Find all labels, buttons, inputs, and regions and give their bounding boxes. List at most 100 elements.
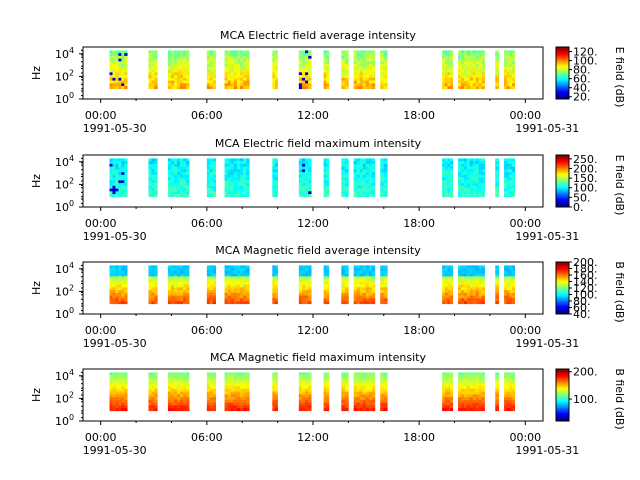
spectrogram-cell bbox=[472, 284, 477, 288]
spectrogram-cell bbox=[450, 408, 454, 412]
spectrogram-cell bbox=[365, 180, 370, 184]
spectrogram-cell bbox=[450, 161, 454, 165]
spectrogram-cell bbox=[444, 290, 448, 294]
spectrogram-cell bbox=[240, 383, 244, 387]
colorbar-band bbox=[556, 404, 569, 406]
colorbar-band bbox=[556, 264, 569, 267]
spectrogram-cell bbox=[442, 372, 446, 376]
spectrogram-cell bbox=[481, 372, 485, 376]
spectrogram-cell bbox=[274, 188, 278, 192]
data-segment bbox=[341, 158, 349, 198]
spectrogram-cell bbox=[186, 50, 190, 54]
spectrogram-cell bbox=[466, 194, 471, 198]
spectrogram-cell bbox=[148, 380, 152, 384]
spectrogram-cell bbox=[463, 55, 468, 59]
colorbar-band bbox=[556, 170, 569, 173]
spectrogram-cell bbox=[121, 391, 125, 395]
spectrogram-cell bbox=[466, 301, 471, 305]
data-segment bbox=[206, 158, 216, 198]
spectrogram-cell bbox=[461, 69, 465, 73]
spectrogram-cell bbox=[212, 158, 216, 162]
spectrogram-cell bbox=[227, 80, 232, 84]
spectrogram-cell bbox=[383, 169, 388, 173]
spectrogram-cell bbox=[481, 301, 485, 305]
spectrogram-cell bbox=[274, 377, 278, 381]
spectrogram-cell bbox=[461, 83, 465, 87]
spectrogram-cell bbox=[183, 180, 187, 184]
spectrogram-cell bbox=[323, 391, 327, 395]
colorbar-band bbox=[556, 50, 569, 53]
spectrogram-cell bbox=[230, 399, 235, 403]
spectrogram-cell bbox=[224, 292, 228, 296]
spectrogram-cell bbox=[170, 295, 175, 299]
spectrogram-cell bbox=[368, 276, 373, 280]
spectrogram-cell bbox=[298, 66, 303, 70]
spectrogram-cell bbox=[272, 290, 276, 294]
spectrogram-cell bbox=[356, 408, 361, 412]
spectrogram-cell bbox=[173, 298, 178, 302]
spectrogram-cell bbox=[236, 163, 241, 167]
spectrogram-cell bbox=[154, 166, 158, 170]
spectrogram-cell bbox=[504, 386, 508, 390]
spectrogram-cell bbox=[112, 391, 116, 395]
spectrogram-cell bbox=[509, 183, 513, 187]
spectrogram-cell bbox=[243, 298, 247, 302]
spectrogram-cell bbox=[506, 161, 510, 165]
spectrogram-cell bbox=[298, 383, 303, 387]
spectrogram-cell bbox=[447, 281, 451, 285]
colorbar: 100.200. B field (dB) bbox=[555, 366, 626, 430]
spectrogram-cell bbox=[243, 158, 247, 162]
spectrogram-cell bbox=[274, 191, 278, 195]
spectrogram-cell bbox=[323, 290, 327, 294]
spectrogram-cell bbox=[115, 383, 119, 387]
spectrogram-cell bbox=[233, 66, 238, 70]
spectrogram-cell bbox=[323, 388, 327, 392]
spectrogram-cell bbox=[371, 391, 376, 395]
spectrogram-cell bbox=[224, 268, 228, 272]
spectrogram-cell bbox=[151, 180, 155, 184]
spectrogram-cell bbox=[506, 58, 510, 62]
spectrogram-cell bbox=[243, 183, 247, 187]
spectrogram-cell bbox=[512, 77, 515, 81]
spectrogram-cell bbox=[206, 172, 211, 176]
spectrogram-cell bbox=[183, 64, 187, 68]
colorbar-band bbox=[556, 378, 569, 380]
spectrogram-cell bbox=[151, 290, 155, 294]
colorbar-band bbox=[556, 271, 569, 273]
spectrogram-cell bbox=[167, 58, 172, 62]
spectrogram-cell bbox=[326, 391, 330, 395]
spectrogram-cell bbox=[154, 380, 158, 384]
data-segment bbox=[380, 372, 388, 412]
spectrogram-cell bbox=[230, 386, 235, 390]
colorbar-band bbox=[556, 400, 569, 402]
spectrogram-cell bbox=[461, 72, 465, 76]
spectrogram-cell bbox=[240, 58, 244, 62]
spectrogram-cell bbox=[180, 394, 184, 398]
spectrogram-cell bbox=[356, 77, 361, 81]
spectrogram-cell bbox=[371, 386, 376, 390]
spectrogram-cell bbox=[472, 83, 477, 87]
spectrogram-cell bbox=[186, 372, 190, 376]
spectrogram-cell bbox=[112, 270, 116, 274]
spectrogram-cell bbox=[472, 86, 477, 90]
spectrogram-cell bbox=[356, 290, 361, 294]
spectrogram-cell bbox=[246, 402, 250, 406]
spectrogram-cell bbox=[243, 391, 247, 395]
spectrogram-cell bbox=[509, 72, 513, 76]
spectrogram-cell bbox=[472, 383, 477, 387]
spectrogram-cell bbox=[308, 58, 312, 62]
spectrogram-cell bbox=[326, 183, 330, 187]
spectrogram-cell bbox=[466, 375, 471, 379]
spectrogram-cell bbox=[124, 295, 128, 299]
spectrogram-cell bbox=[233, 194, 238, 198]
spectrogram-cell bbox=[469, 80, 474, 84]
spectrogram-cell bbox=[243, 177, 247, 181]
spectrogram-cell bbox=[512, 375, 515, 379]
spectrogram-cell bbox=[305, 270, 309, 274]
spectrogram-cell bbox=[183, 298, 187, 302]
spectrogram-cell bbox=[243, 270, 247, 274]
spectrogram-cell bbox=[274, 58, 278, 62]
spectrogram-cell bbox=[323, 75, 327, 79]
spectrogram-cell bbox=[206, 183, 211, 187]
spectrogram-cell bbox=[356, 375, 361, 379]
